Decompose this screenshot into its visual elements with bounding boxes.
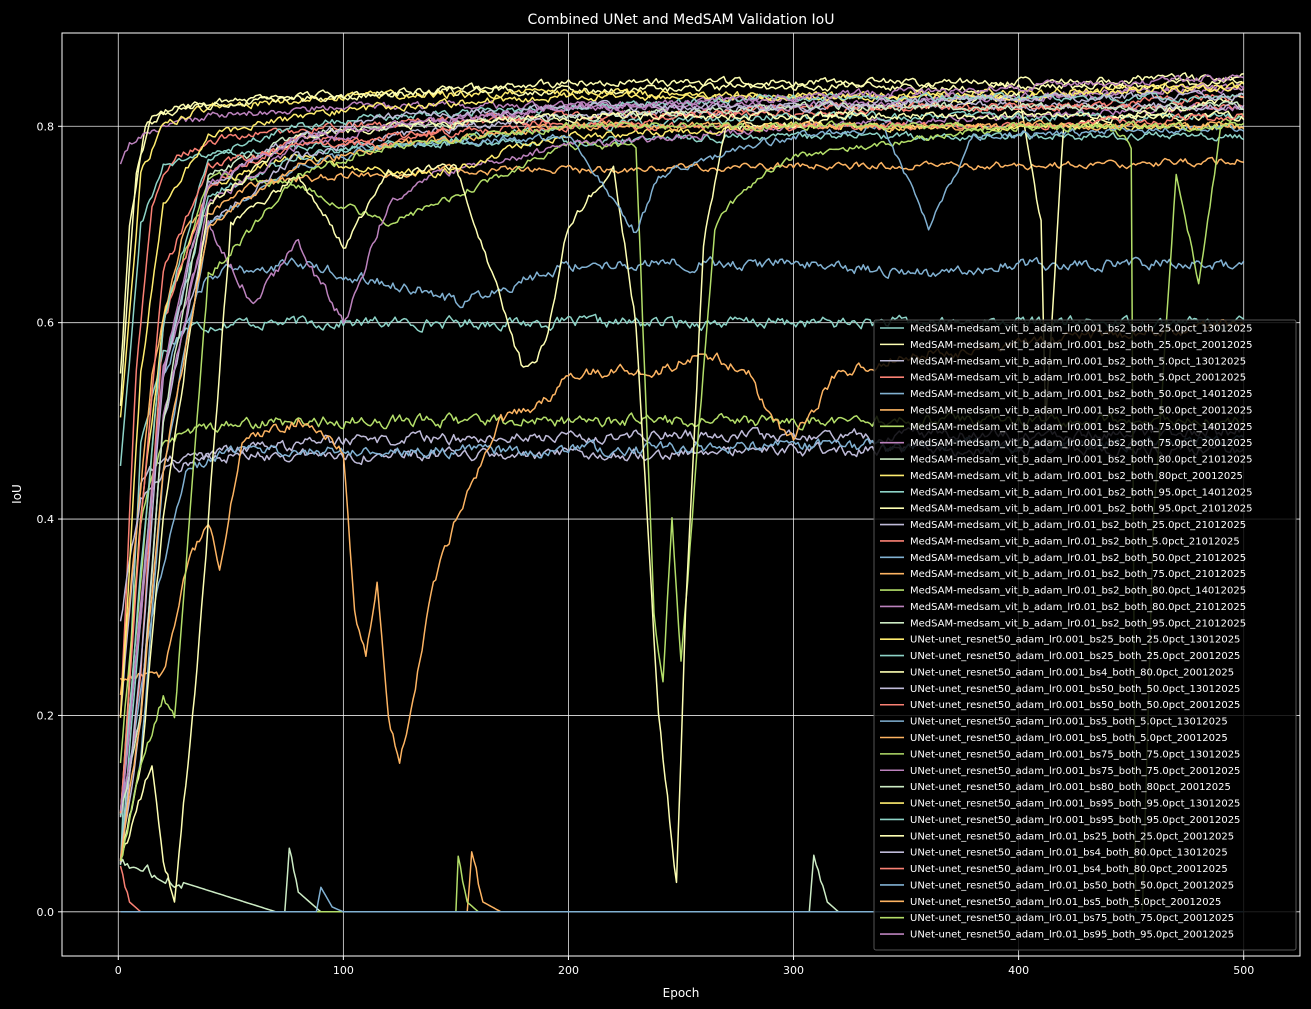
y-tick-label: 0.2 xyxy=(37,709,55,722)
x-tick-label: 100 xyxy=(333,964,354,977)
legend-entry: UNet-unet_resnet50_adam_lr0.001_bs75_bot… xyxy=(910,749,1240,760)
series-line xyxy=(119,256,1245,814)
x-tick-label: 300 xyxy=(783,964,804,977)
y-tick-label: 0.4 xyxy=(37,513,55,526)
series-line xyxy=(119,103,1245,815)
legend-entry: MedSAM-medsam_vit_b_adam_lr0.01_bs2_both… xyxy=(910,520,1246,531)
legend-entry: UNet-unet_resnet50_adam_lr0.01_bs50_both… xyxy=(910,880,1234,891)
legend-entry: UNet-unet_resnet50_adam_lr0.001_bs95_bot… xyxy=(910,815,1240,826)
legend-entry: MedSAM-medsam_vit_b_adam_lr0.01_bs2_both… xyxy=(910,602,1246,613)
legend-entry: MedSAM-medsam_vit_b_adam_lr0.001_bs2_bot… xyxy=(910,487,1252,498)
legend-entry: MedSAM-medsam_vit_b_adam_lr0.001_bs2_bot… xyxy=(910,455,1252,466)
legend-entry: UNet-unet_resnet50_adam_lr0.001_bs25_bot… xyxy=(910,635,1240,646)
legend-entry: MedSAM-medsam_vit_b_adam_lr0.001_bs2_bot… xyxy=(910,422,1252,433)
legend-entry: UNet-unet_resnet50_adam_lr0.001_bs5_both… xyxy=(910,733,1228,744)
series-line xyxy=(119,113,1244,913)
legend-entry: MedSAM-medsam_vit_b_adam_lr0.001_bs2_bot… xyxy=(910,471,1243,482)
series-line xyxy=(119,81,1245,418)
legend-entry: MedSAM-medsam_vit_b_adam_lr0.01_bs2_both… xyxy=(910,586,1246,597)
legend-entry: UNet-unet_resnet50_adam_lr0.001_bs25_bot… xyxy=(910,651,1240,662)
chart-title: Combined UNet and MedSAM Validation IoU xyxy=(528,12,835,28)
legend-entry: MedSAM-medsam_vit_b_adam_lr0.001_bs2_bot… xyxy=(910,356,1246,367)
legend-entry: UNet-unet_resnet50_adam_lr0.001_bs4_both… xyxy=(910,667,1234,678)
legend-entry: MedSAM-medsam_vit_b_adam_lr0.01_bs2_both… xyxy=(910,618,1246,629)
legend-entry: MedSAM-medsam_vit_b_adam_lr0.001_bs2_bot… xyxy=(910,340,1252,351)
legend-entry: MedSAM-medsam_vit_b_adam_lr0.01_bs2_both… xyxy=(910,569,1246,580)
legend-entry: UNet-unet_resnet50_adam_lr0.001_bs5_both… xyxy=(910,717,1228,728)
legend-entry: MedSAM-medsam_vit_b_adam_lr0.001_bs2_bot… xyxy=(910,405,1252,416)
series-line xyxy=(119,74,1244,811)
x-tick-label: 400 xyxy=(1008,964,1029,977)
series-line xyxy=(119,82,1245,818)
x-tick-label: 0 xyxy=(115,964,122,977)
legend-entry: MedSAM-medsam_vit_b_adam_lr0.001_bs2_bot… xyxy=(910,389,1252,400)
y-axis-ticks: 0.0 0.2 0.4 0.6 0.8 xyxy=(37,120,62,919)
legend-entry: UNet-unet_resnet50_adam_lr0.01_bs4_both_… xyxy=(910,848,1228,859)
legend-entry: MedSAM-medsam_vit_b_adam_lr0.001_bs2_bot… xyxy=(910,438,1252,449)
y-tick-label: 0.8 xyxy=(37,120,55,133)
x-tick-label: 500 xyxy=(1233,964,1254,977)
y-tick-label: 0.0 xyxy=(37,906,55,919)
x-axis-ticks: 0 100 200 300 400 500 xyxy=(115,956,1254,977)
y-axis-label: IoU xyxy=(10,484,24,504)
legend-entry: UNet-unet_resnet50_adam_lr0.001_bs95_bot… xyxy=(910,799,1240,810)
legend-entry: MedSAM-medsam_vit_b_adam_lr0.001_bs2_bot… xyxy=(910,504,1252,515)
legend-entry: UNet-unet_resnet50_adam_lr0.001_bs50_bot… xyxy=(910,684,1240,695)
y-tick-label: 0.6 xyxy=(37,317,55,330)
legend-entry: UNet-unet_resnet50_adam_lr0.01_bs5_both_… xyxy=(910,897,1221,908)
series-line xyxy=(119,91,1244,903)
legend-entry: UNet-unet_resnet50_adam_lr0.01_bs75_both… xyxy=(910,913,1234,924)
plot-frame xyxy=(61,32,1301,957)
legend-entry: MedSAM-medsam_vit_b_adam_lr0.001_bs2_bot… xyxy=(910,324,1252,335)
legend: MedSAM-medsam_vit_b_adam_lr0.001_bs2_bot… xyxy=(873,319,1297,951)
legend-entry: UNet-unet_resnet50_adam_lr0.001_bs80_bot… xyxy=(910,782,1231,793)
series-line xyxy=(119,110,1245,862)
legend-entry: UNet-unet_resnet50_adam_lr0.001_bs50_bot… xyxy=(910,700,1240,711)
series-line xyxy=(119,89,1244,864)
series-line xyxy=(119,120,1245,861)
legend-box xyxy=(873,319,1297,951)
legend-entry: UNet-unet_resnet50_adam_lr0.001_bs75_bot… xyxy=(910,766,1240,777)
series-line xyxy=(119,122,1245,860)
legend-entry: UNet-unet_resnet50_adam_lr0.01_bs4_both_… xyxy=(910,864,1228,875)
series-line xyxy=(119,72,1244,406)
x-axis-label: Epoch xyxy=(663,986,700,1000)
legend-entry: MedSAM-medsam_vit_b_adam_lr0.001_bs2_bot… xyxy=(910,373,1246,384)
legend-entry: MedSAM-medsam_vit_b_adam_lr0.01_bs2_both… xyxy=(910,536,1240,547)
x-tick-label: 200 xyxy=(558,964,579,977)
legend-entry: UNet-unet_resnet50_adam_lr0.01_bs25_both… xyxy=(910,831,1234,842)
legend-entry: MedSAM-medsam_vit_b_adam_lr0.01_bs2_both… xyxy=(910,553,1246,564)
legend-entry: UNet-unet_resnet50_adam_lr0.01_bs95_both… xyxy=(910,930,1234,941)
series-line xyxy=(119,156,1244,696)
